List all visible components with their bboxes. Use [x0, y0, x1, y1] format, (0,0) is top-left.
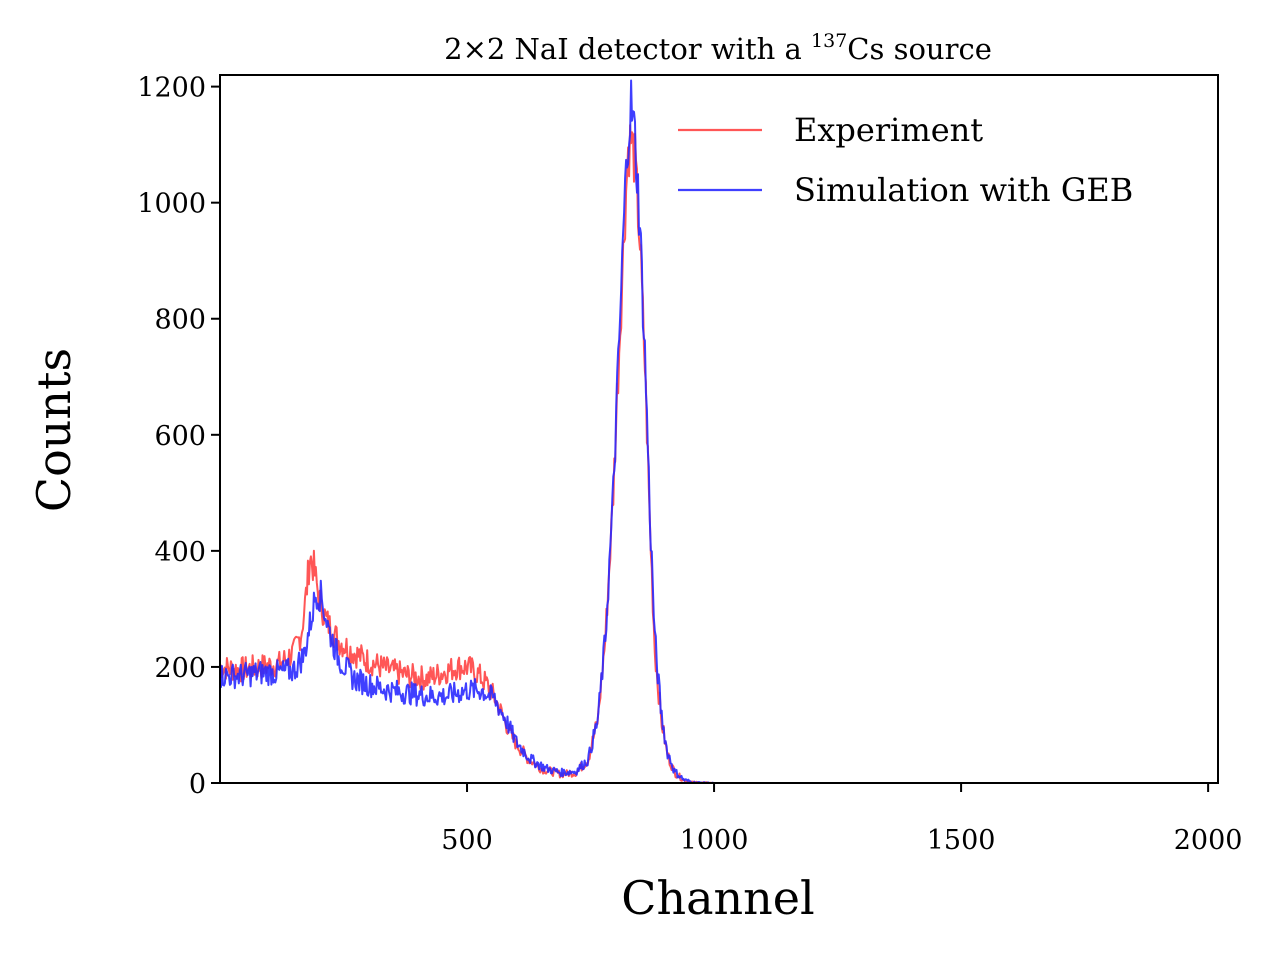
chart-title-suffix: Cs source [847, 32, 992, 66]
plot-area [219, 74, 1219, 784]
legend: Experiment Simulation with GEB [678, 111, 1133, 209]
plot-frame [219, 74, 1219, 784]
x-tick-label: 1500 [927, 825, 996, 856]
series-group [220, 79, 1217, 783]
y-tick-label: 0 [189, 769, 206, 800]
legend-label: Simulation with GEB [794, 171, 1133, 209]
chart-title-prefix: 2×2 NaI detector with a [444, 32, 811, 66]
y-tick-label: 200 [154, 653, 206, 684]
y-tick-label: 800 [154, 305, 206, 336]
series-line-experiment [220, 124, 1217, 783]
series-line-simulation [220, 79, 1217, 783]
x-axis-label: Channel [621, 871, 814, 925]
y-tick-label: 400 [154, 537, 206, 568]
x-tick-label: 1000 [680, 825, 749, 856]
y-tick-label: 1000 [137, 189, 206, 220]
x-tick-label: 2000 [1174, 825, 1243, 856]
y-axis: 0 200 400 600 800 1000 1200 [137, 73, 220, 800]
chart-title: 2×2 NaI detector with a 137Cs source [444, 30, 992, 66]
y-tick-label: 1200 [137, 73, 206, 104]
y-tick-label: 600 [154, 421, 206, 452]
chart-title-superscript: 137 [811, 30, 847, 52]
y-axis-label: Counts [27, 348, 81, 512]
x-tick-label: 500 [441, 825, 493, 856]
legend-label: Experiment [794, 111, 983, 149]
x-axis: 500 1000 1500 2000 [441, 783, 1242, 856]
